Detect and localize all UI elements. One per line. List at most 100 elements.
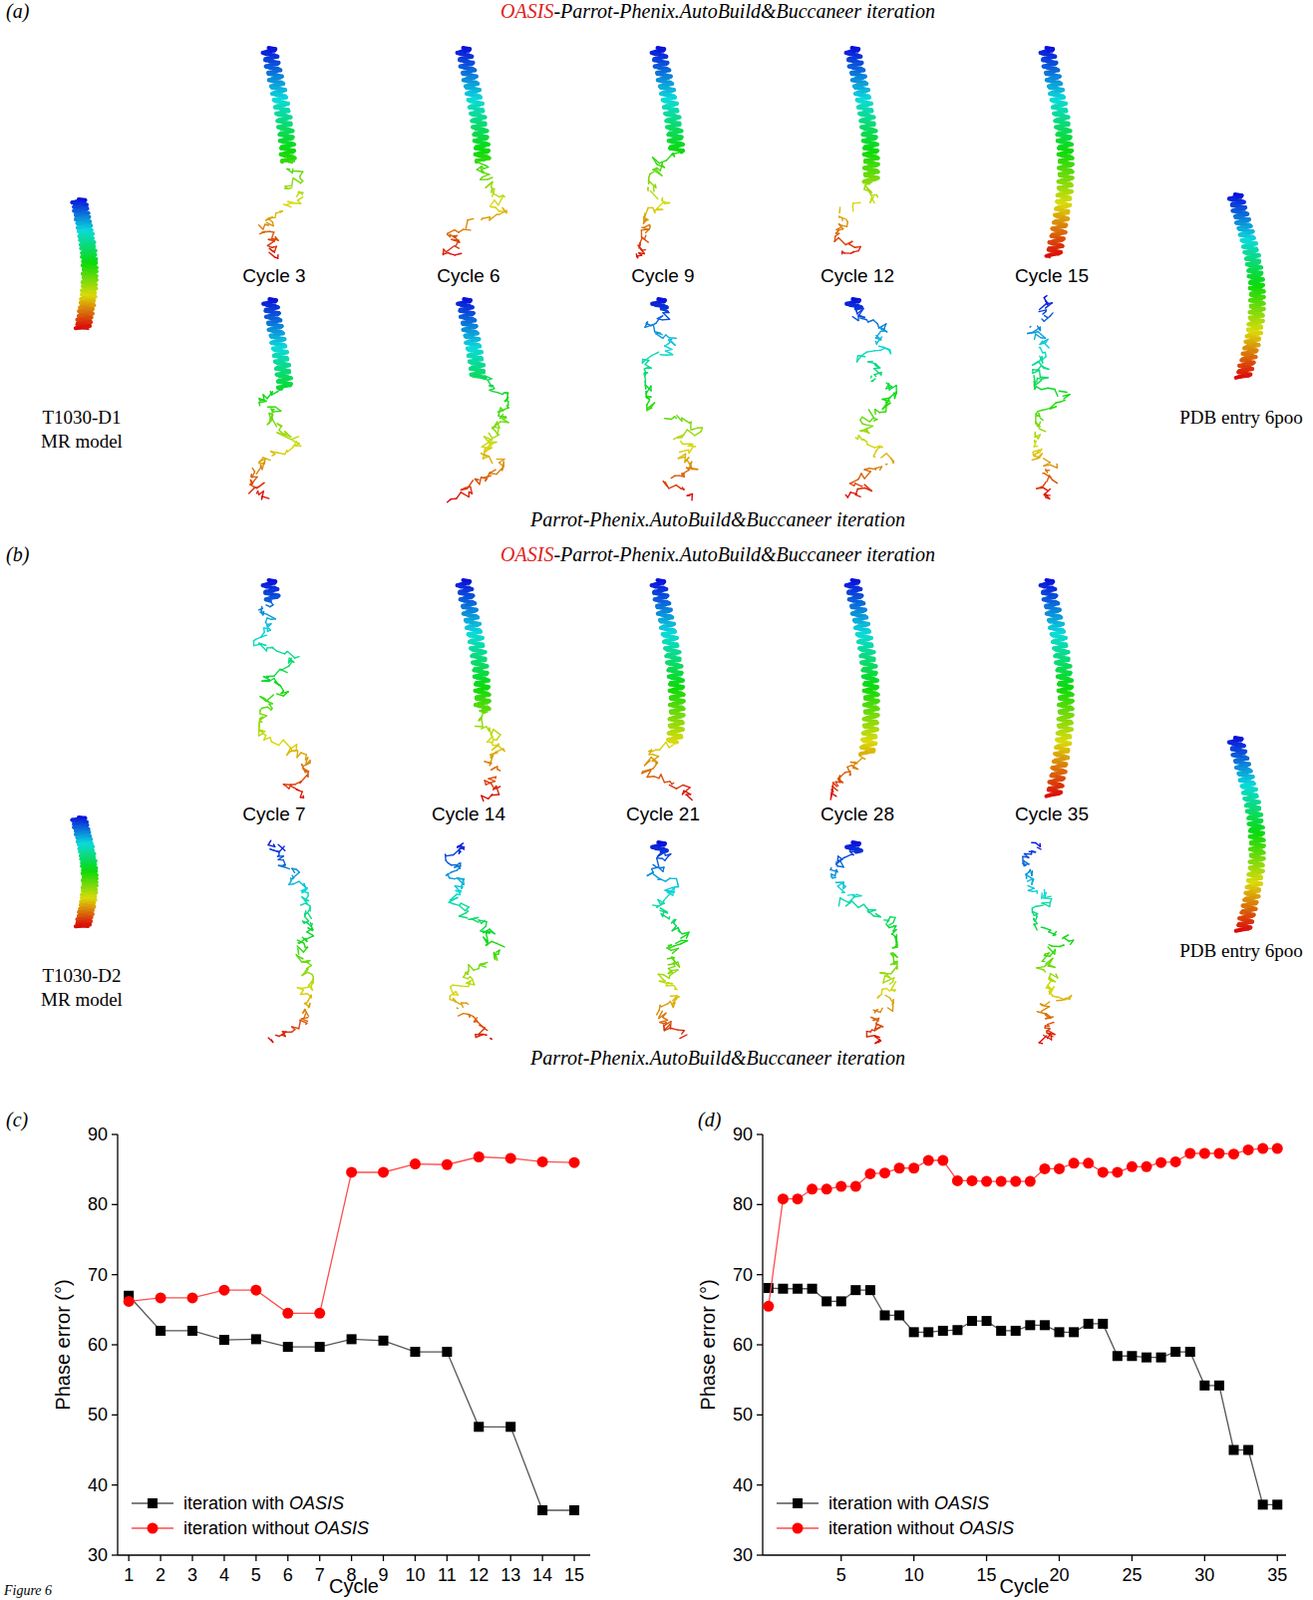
structure-segment — [454, 253, 461, 256]
structure-segment — [272, 647, 278, 652]
structure-segment — [861, 486, 863, 487]
structure-segment — [286, 202, 294, 205]
structure-segment — [277, 651, 286, 655]
structure-segment — [274, 668, 281, 676]
structure-segment — [659, 163, 662, 171]
structure-segment — [674, 416, 677, 419]
structure-segment — [847, 222, 849, 228]
structure-segment — [482, 174, 490, 178]
structure-segment — [841, 218, 843, 222]
structure-segment — [858, 473, 862, 480]
structure-segment — [291, 436, 299, 440]
structure-segment — [643, 358, 650, 360]
structure-segment — [853, 202, 861, 204]
structure-segment — [645, 375, 647, 381]
structure-segment — [864, 181, 870, 183]
structure-segment — [645, 360, 650, 365]
structure-segment — [871, 380, 874, 381]
structure-segment — [277, 693, 285, 696]
structure-segment — [446, 246, 455, 253]
structure-segment — [497, 392, 503, 395]
structure-segment — [1049, 475, 1053, 480]
structure-segment — [262, 231, 270, 233]
structure-segment — [272, 454, 276, 457]
structure-segment — [280, 685, 284, 691]
structure-segment — [1035, 333, 1041, 338]
structure-segment — [855, 483, 863, 487]
structure-segment — [857, 488, 865, 490]
structure-segment — [885, 464, 888, 465]
structure-segment — [1045, 407, 1053, 410]
model-label: PDB entry 6poo — [1179, 406, 1304, 428]
title-part: OASIS — [500, 0, 554, 22]
structure-segment — [259, 225, 264, 230]
structure-segment — [454, 230, 459, 233]
structure-segment — [874, 349, 881, 351]
structure-segment — [458, 229, 464, 233]
structure-segment — [679, 450, 687, 453]
structure-segment — [1029, 327, 1031, 329]
structure-segment — [289, 187, 293, 189]
structure-segment — [863, 430, 870, 433]
structure-model — [72, 199, 97, 329]
structure-segment — [862, 416, 871, 422]
structure-segment — [641, 229, 649, 231]
structure-segment — [460, 492, 469, 498]
structure-segment — [670, 475, 675, 478]
structure-segment — [1034, 333, 1036, 339]
cycle-label: Cycle 6 — [436, 265, 500, 287]
structure-segment — [1039, 347, 1042, 353]
structure-segment — [682, 443, 691, 444]
structure-segment — [293, 178, 302, 184]
structure-segment — [645, 235, 647, 240]
structure-segment — [293, 171, 299, 172]
structure-segment — [278, 452, 286, 454]
structure-segment — [282, 665, 290, 670]
structure-segment — [1037, 365, 1042, 370]
structure-segment — [1038, 428, 1041, 430]
structure-segment — [269, 248, 275, 253]
structure-model — [447, 299, 509, 503]
structure-segment — [864, 471, 871, 479]
structure-segment — [874, 419, 878, 422]
structure-segment — [75, 328, 89, 329]
structure-segment — [263, 224, 266, 230]
structure-segment — [259, 401, 267, 403]
structure-segment — [1040, 417, 1044, 420]
structure-segment — [893, 460, 894, 463]
structure-segment — [852, 317, 859, 322]
structure-segment — [886, 404, 888, 412]
structure-segment — [666, 153, 674, 161]
structure-segment — [686, 429, 695, 436]
structure-segment — [1047, 387, 1055, 389]
structure-model — [259, 47, 305, 259]
cycle-label: Cycle 9 — [631, 265, 694, 287]
structure-segment — [676, 415, 682, 422]
structure-segment — [868, 361, 876, 364]
structure-segment — [864, 469, 871, 472]
structure-segment — [503, 407, 509, 410]
structure-segment — [694, 431, 701, 436]
structure-segment — [653, 325, 655, 332]
structure-segment — [1054, 389, 1058, 397]
structure-model — [636, 47, 683, 259]
structure-segment — [666, 354, 673, 356]
structure-segment — [256, 467, 261, 474]
title-part: OASIS — [500, 543, 554, 566]
structure-segment — [852, 479, 859, 483]
structure-segment — [881, 453, 887, 458]
structure-segment — [275, 681, 282, 686]
structure-segment — [267, 241, 275, 247]
structure-segment — [255, 636, 264, 640]
structure-segment — [292, 178, 295, 187]
structure-segment — [691, 495, 692, 501]
structure-segment — [1031, 458, 1039, 461]
structure-segment — [879, 411, 887, 413]
structure-segment — [493, 188, 495, 190]
structure-segment — [861, 351, 868, 356]
structure-segment — [295, 445, 302, 446]
structure-segment — [1032, 369, 1038, 370]
structure-model — [253, 580, 311, 798]
structure-segment — [300, 171, 304, 177]
structure-segment — [288, 162, 293, 164]
